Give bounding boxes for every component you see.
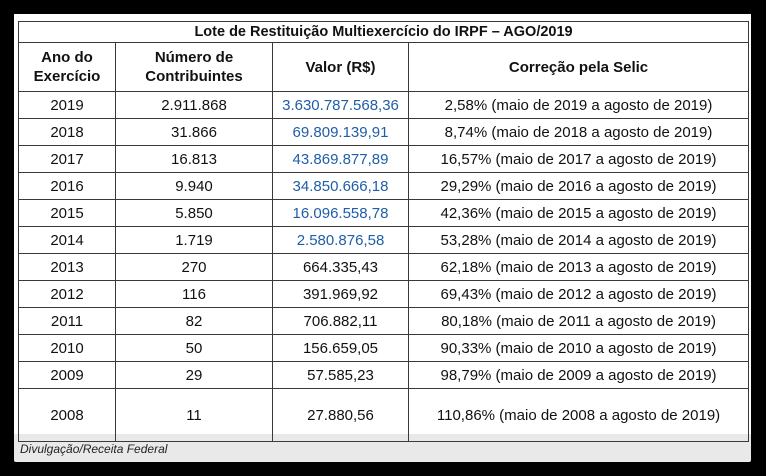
cell-valor: 27.880,56 (272, 388, 409, 442)
cell-valor-link[interactable]: 34.850.666,18 (272, 172, 409, 200)
table-title: Lote de Restituição Multiexercício do IR… (17, 21, 750, 43)
table-row: 2013 270 664.335,43 62,18% (maio de 2013… (18, 253, 750, 281)
header-ano-line2: Exercício (33, 68, 101, 85)
cell-correcao: 69,43% (maio de 2012 a agosto de 2019) (407, 280, 750, 308)
table-row: 2015 5.850 16.096.558,78 42,36% (maio de… (18, 199, 750, 227)
cell-ano: 2011 (18, 307, 116, 335)
cell-contribuintes: 50 (115, 334, 273, 362)
header-ano: Ano do Exercício (18, 42, 116, 92)
cell-correcao: 62,18% (maio de 2013 a agosto de 2019) (407, 253, 750, 281)
table-row: 2014 1.719 2.580.876,58 53,28% (maio de … (18, 226, 750, 254)
cell-valor-link[interactable]: 2.580.876,58 (272, 226, 409, 254)
cell-ano: 2019 (18, 91, 116, 119)
cell-contribuintes: 16.813 (115, 145, 273, 173)
header-ano-line1: Ano do (41, 49, 93, 66)
cell-valor-link[interactable]: 43.869.877,89 (272, 145, 409, 173)
cell-contribuintes: 5.850 (115, 199, 273, 227)
cell-ano: 2018 (18, 118, 116, 146)
cell-valor-link[interactable]: 16.096.558,78 (272, 199, 409, 227)
table-row: 2011 82 706.882,11 80,18% (maio de 2011 … (18, 307, 750, 335)
header-correcao: Correção pela Selic (407, 42, 750, 92)
cell-correcao: 16,57% (maio de 2017 a agosto de 2019) (407, 145, 750, 173)
cell-correcao: 80,18% (maio de 2011 a agosto de 2019) (407, 307, 750, 335)
image-caption: Divulgação/Receita Federal (20, 442, 168, 456)
cell-correcao: 29,29% (maio de 2016 a agosto de 2019) (407, 172, 750, 200)
cell-ano: 2009 (18, 361, 116, 389)
cell-ano: 2015 (18, 199, 116, 227)
table-row: 2009 29 57.585,23 98,79% (maio de 2009 a… (18, 361, 750, 389)
header-num-line2: Contribuintes (145, 68, 243, 85)
cell-ano: 2016 (18, 172, 116, 200)
table-row: 2018 31.866 69.809.139,91 8,74% (maio de… (18, 118, 750, 146)
header-valor: Valor (R$) (272, 42, 409, 92)
cell-contribuintes: 82 (115, 307, 273, 335)
cell-contribuintes: 1.719 (115, 226, 273, 254)
cell-contribuintes: 270 (115, 253, 273, 281)
cell-correcao: 98,79% (maio de 2009 a agosto de 2019) (407, 361, 750, 389)
cell-correcao: 110,86% (maio de 2008 a agosto de 2019) (407, 388, 750, 442)
cell-correcao: 8,74% (maio de 2018 a agosto de 2019) (407, 118, 750, 146)
cell-correcao: 53,28% (maio de 2014 a agosto de 2019) (407, 226, 750, 254)
cell-ano: 2014 (18, 226, 116, 254)
table-row: 2016 9.940 34.850.666,18 29,29% (maio de… (18, 172, 750, 200)
header-contribuintes: Número de Contribuintes (115, 42, 273, 92)
cell-contribuintes: 9.940 (115, 172, 273, 200)
cell-correcao: 90,33% (maio de 2010 a agosto de 2019) (407, 334, 750, 362)
restituicao-table: Lote de Restituição Multiexercício do IR… (17, 21, 750, 442)
table-row: 2019 2.911.868 3.630.787.568,36 2,58% (m… (18, 91, 750, 119)
table-row: 2012 116 391.969,92 69,43% (maio de 2012… (18, 280, 750, 308)
cell-contribuintes: 29 (115, 361, 273, 389)
cell-contribuintes: 31.866 (115, 118, 273, 146)
cell-valor: 156.659,05 (272, 334, 409, 362)
cell-valor: 664.335,43 (272, 253, 409, 281)
header-num-line1: Número de (154, 49, 234, 66)
table-row: 2017 16.813 43.869.877,89 16,57% (maio d… (18, 145, 750, 173)
cell-valor: 706.882,11 (272, 307, 409, 335)
table-image: Lote de Restituição Multiexercício do IR… (14, 14, 751, 442)
cell-correcao: 42,36% (maio de 2015 a agosto de 2019) (407, 199, 750, 227)
cell-correcao: 2,58% (maio de 2019 a agosto de 2019) (407, 91, 750, 119)
cell-valor: 57.585,23 (272, 361, 409, 389)
cell-ano: 2008 (18, 388, 116, 442)
cell-valor-link[interactable]: 3.630.787.568,36 (272, 91, 409, 119)
table-row: 2008 11 27.880,56 110,86% (maio de 2008 … (18, 388, 750, 442)
cell-ano: 2012 (18, 280, 116, 308)
image-frame: Lote de Restituição Multiexercício do IR… (14, 14, 751, 462)
cell-ano: 2010 (18, 334, 116, 362)
cell-ano: 2013 (18, 253, 116, 281)
cell-valor-link[interactable]: 69.809.139,91 (272, 118, 409, 146)
cell-ano: 2017 (18, 145, 116, 173)
cell-contribuintes: 116 (115, 280, 273, 308)
table-row: 2010 50 156.659,05 90,33% (maio de 2010 … (18, 334, 750, 362)
cell-valor: 391.969,92 (272, 280, 409, 308)
cell-contribuintes: 2.911.868 (115, 91, 273, 119)
cell-contribuintes: 11 (115, 388, 273, 442)
